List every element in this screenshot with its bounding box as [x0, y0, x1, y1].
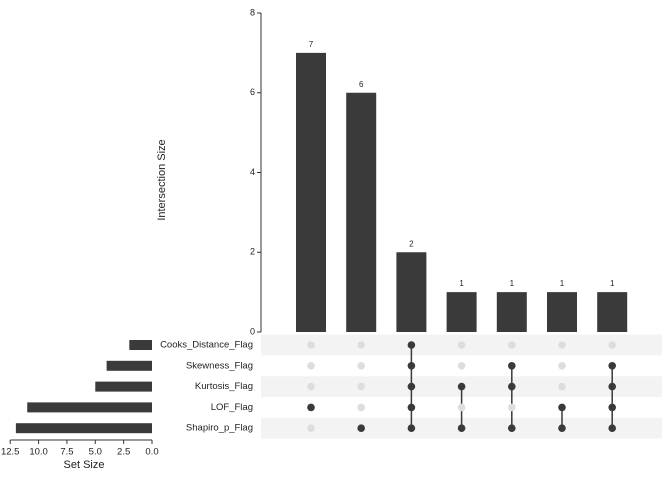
empty-dot: [558, 341, 566, 349]
set-label: Kurtosis_Flag: [195, 381, 253, 392]
empty-dot: [457, 362, 466, 370]
x-tick-label: 2.5: [117, 447, 130, 458]
member-dot: [508, 362, 516, 370]
y-axis-label: Intersection Size: [156, 139, 168, 220]
member-dot: [558, 424, 566, 433]
empty-dot: [608, 341, 616, 349]
empty-dot: [558, 362, 566, 370]
set-label: Shapiro_p_Flag: [186, 423, 253, 434]
member-dot: [407, 362, 416, 370]
member-dot: [608, 362, 616, 370]
y-tick-label: 8: [250, 7, 255, 17]
member-dot: [407, 424, 416, 433]
empty-dot: [307, 362, 315, 370]
set-size-bar: [27, 402, 153, 413]
value-label: 7: [309, 40, 314, 49]
member-dot: [608, 382, 616, 391]
empty-dot: [307, 341, 315, 349]
member-dot: [407, 382, 416, 391]
empty-dot: [457, 403, 466, 412]
empty-dot: [457, 341, 466, 349]
x-tick-label: 5.0: [89, 447, 102, 458]
value-label: 2: [409, 239, 414, 248]
set-size-bar: [95, 381, 152, 392]
x-tick-label: 12.5: [1, 447, 20, 458]
empty-dot: [357, 362, 366, 370]
empty-dot: [357, 382, 366, 391]
empty-dot: [307, 382, 315, 391]
member-dot: [407, 341, 416, 349]
bar: [496, 292, 527, 332]
member-dot: [558, 403, 566, 412]
set-label: Cooks_Distance_Flag: [160, 340, 253, 351]
bar: [296, 52, 326, 332]
empty-dot: [558, 382, 566, 391]
value-label: 1: [459, 279, 464, 288]
member-dot: [508, 382, 516, 391]
member-dot: [608, 424, 616, 433]
value-label: 1: [610, 279, 615, 288]
empty-dot: [357, 403, 366, 412]
value-label: 1: [510, 279, 515, 288]
member-dot: [508, 424, 516, 433]
value-label: 6: [359, 80, 364, 89]
bar: [597, 292, 628, 332]
empty-dot: [508, 341, 516, 349]
member-dot: [608, 403, 616, 412]
y-tick-label: 6: [250, 87, 255, 97]
member-dot: [457, 382, 466, 391]
y-tick-label: 2: [250, 247, 255, 257]
member-dot: [307, 403, 315, 412]
x-tick-label: 10.0: [29, 447, 48, 458]
y-tick-label: 0: [250, 326, 255, 336]
set-size-bar: [15, 423, 152, 434]
empty-dot: [357, 341, 366, 349]
empty-dot: [508, 403, 516, 412]
bar: [346, 92, 377, 332]
x-tick-label: 0.0: [145, 447, 158, 458]
set-label: Skewness_Flag: [186, 360, 253, 371]
x-axis-label: Set Size: [64, 459, 105, 471]
x-tick-label: 7.5: [60, 447, 73, 458]
bar: [446, 292, 477, 332]
bar: [547, 292, 577, 332]
member-dot: [457, 424, 466, 433]
member-dot: [407, 403, 416, 412]
empty-dot: [307, 424, 315, 433]
set-size-bar: [106, 360, 152, 371]
member-dot: [357, 424, 366, 433]
set-size-bar: [129, 340, 152, 350]
bar: [396, 252, 427, 332]
set-label: LOF_Flag: [211, 402, 253, 413]
y-tick-label: 4: [250, 167, 255, 177]
value-label: 1: [560, 279, 565, 288]
